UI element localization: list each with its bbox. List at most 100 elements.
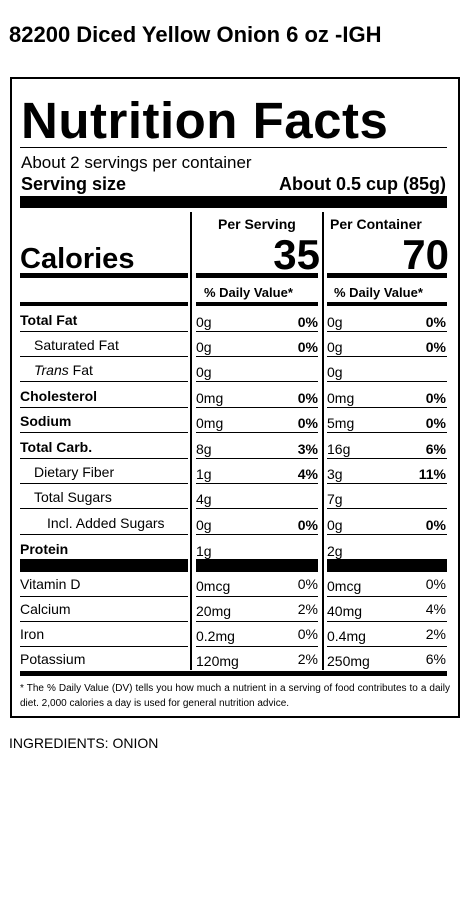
- nutrient-name: Cholesterol: [20, 388, 98, 404]
- calories-label: Calories: [20, 243, 135, 275]
- per-container-amount: 3g: [327, 466, 343, 482]
- nutrient-name: Total Fat: [20, 312, 78, 328]
- per-container-amount: 0g: [327, 364, 343, 380]
- daily-value-footnote: * The % Daily Value (DV) tells you how m…: [20, 683, 450, 709]
- per-container-dv: 0%: [425, 517, 446, 533]
- per-container-dv: 6%: [425, 651, 446, 667]
- per-serving-amount: 4g: [196, 491, 212, 507]
- calories-bar-left: [20, 273, 188, 278]
- per-container-dv: 4%: [425, 601, 446, 617]
- row-divider: [327, 508, 447, 509]
- micronutrient-name: Vitamin D: [20, 576, 81, 592]
- per-container-dv: 0%: [425, 415, 446, 431]
- row-divider: [196, 381, 318, 382]
- row-divider: [327, 596, 447, 597]
- per-container-amount: 250mg: [327, 653, 370, 669]
- row-divider: [196, 356, 318, 357]
- row-divider: [327, 621, 447, 622]
- per-serving-dv: 2%: [297, 651, 318, 667]
- nutrient-name: Total Sugars: [34, 489, 112, 505]
- per-container-amount: 40mg: [327, 603, 363, 619]
- dv-bar-right: [327, 302, 447, 306]
- row-divider: [327, 483, 447, 484]
- micronutrient-name: Potassium: [20, 651, 86, 667]
- per-container-amount: 0g: [327, 517, 343, 533]
- per-container-header: Per Container: [330, 216, 422, 232]
- per-container-dv: 0%: [425, 314, 446, 330]
- nutrition-facts-heading: Nutrition Facts: [21, 92, 389, 149]
- per-container-amount: 0g: [327, 314, 343, 330]
- column-divider-left: [190, 212, 192, 670]
- dv-bar-left: [20, 302, 188, 306]
- nutrition-facts-panel: Nutrition Facts About 2 servings per con…: [10, 77, 460, 718]
- thick-divider: [20, 196, 447, 208]
- per-container-dv: 11%: [418, 466, 446, 482]
- per-container-dv: 0%: [425, 576, 446, 592]
- row-divider: [196, 508, 318, 509]
- per-serving-dv: 0%: [297, 517, 318, 533]
- per-serving-dv: 2%: [297, 601, 318, 617]
- row-divider: [196, 407, 318, 408]
- row-divider: [20, 508, 188, 509]
- calories-per-serving: 35: [273, 231, 320, 278]
- row-divider: [327, 432, 447, 433]
- per-serving-amount: 0mg: [196, 415, 224, 431]
- per-serving-amount: 0g: [196, 314, 212, 330]
- per-serving-dv: 0%: [297, 626, 318, 642]
- micro-bar-right: [327, 559, 447, 572]
- per-container-amount: 0g: [327, 339, 343, 355]
- per-serving-amount: 0mcg: [196, 578, 231, 594]
- per-container-amount: 0mcg: [327, 578, 362, 594]
- nutrient-name: Saturated Fat: [34, 337, 119, 353]
- per-serving-dv: 0%: [297, 314, 318, 330]
- per-container-amount: 7g: [327, 491, 343, 507]
- row-divider: [196, 483, 318, 484]
- row-divider: [20, 356, 188, 357]
- nutrient-name-italic: Trans: [34, 362, 69, 378]
- per-container-amount: 2g: [327, 543, 343, 559]
- nutrient-name: Dietary Fiber: [34, 464, 115, 480]
- micro-bar-mid: [196, 559, 318, 572]
- ingredients-text: INGREDIENTS: ONION: [9, 735, 159, 751]
- row-divider: [327, 458, 447, 459]
- row-divider: [20, 483, 188, 484]
- per-serving-amount: 0g: [196, 339, 212, 355]
- row-divider: [20, 534, 188, 535]
- row-divider: [20, 596, 188, 597]
- nutrient-name: Incl. Added Sugars: [47, 515, 165, 531]
- per-serving-dv: 3%: [297, 441, 318, 457]
- nutrient-name: Trans Fat: [34, 363, 93, 377]
- nutrient-name-rest: Fat: [68, 362, 93, 378]
- per-serving-dv: 0%: [297, 576, 318, 592]
- row-divider: [196, 596, 318, 597]
- per-serving-dv: 4%: [297, 466, 318, 482]
- row-divider: [20, 458, 188, 459]
- per-container-amount: 16g: [327, 441, 351, 457]
- row-divider: [196, 458, 318, 459]
- per-serving-amount: 120mg: [196, 653, 239, 669]
- calories-per-container: 70: [402, 231, 449, 278]
- dv-bar-mid: [196, 302, 318, 306]
- nutrient-name: Total Carb.: [20, 439, 93, 455]
- row-divider: [196, 621, 318, 622]
- calories-bar-right: [327, 273, 447, 278]
- row-divider: [20, 646, 188, 647]
- per-serving-amount: 8g: [196, 441, 212, 457]
- row-divider: [327, 407, 447, 408]
- per-serving-amount: 0mg: [196, 390, 224, 406]
- nutrient-name: Sodium: [20, 413, 72, 429]
- servings-per-container: About 2 servings per container: [21, 153, 252, 172]
- nutrient-name: Protein: [20, 541, 69, 557]
- per-serving-amount: 0g: [196, 364, 212, 380]
- divider: [20, 147, 447, 148]
- per-serving-amount: 0g: [196, 517, 212, 533]
- per-serving-amount: 0.2mg: [196, 628, 235, 644]
- per-serving-amount: 1g: [196, 466, 212, 482]
- row-divider: [196, 646, 318, 647]
- per-container-amount: 0.4mg: [327, 628, 366, 644]
- micronutrient-name: Calcium: [20, 601, 71, 617]
- per-serving-dv: 0%: [297, 415, 318, 431]
- micro-bar-left: [20, 559, 188, 572]
- row-divider: [20, 331, 188, 332]
- serving-size-label: Serving size: [21, 174, 127, 194]
